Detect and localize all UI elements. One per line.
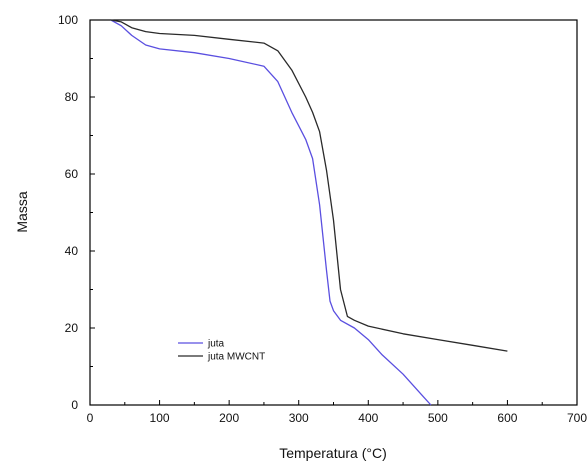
x-tick-label: 100 xyxy=(150,411,170,425)
x-tick-label: 500 xyxy=(428,411,448,425)
x-tick-label: 700 xyxy=(567,411,587,425)
x-tick-label: 0 xyxy=(87,411,94,425)
y-tick-label: 0 xyxy=(71,398,78,412)
legend: juta juta MWCNT xyxy=(178,339,265,363)
x-tick-label: 200 xyxy=(219,411,239,425)
x-tick-label: 300 xyxy=(289,411,309,425)
plot-frame xyxy=(89,19,578,406)
legend-label-juta-mwcnt: juta MWCNT xyxy=(207,352,265,363)
x-tick-label: 400 xyxy=(358,411,378,425)
x-axis-title: Temperatura (°C) xyxy=(279,445,387,461)
y-tick-label: 80 xyxy=(65,90,79,104)
series-lines xyxy=(110,19,508,406)
y-axis-ticks: 0 20 40 60 80 100 xyxy=(58,13,95,412)
x-tick-label: 600 xyxy=(497,411,517,425)
y-tick-label: 100 xyxy=(58,13,78,27)
y-tick-label: 60 xyxy=(65,167,79,181)
legend-label-juta: juta xyxy=(207,339,225,350)
x-axis-ticks: 0 100 200 300 400 500 600 700 xyxy=(87,400,587,425)
series-line-juta-mwcnt xyxy=(110,19,508,352)
y-tick-label: 40 xyxy=(65,244,79,258)
y-axis-title: Massa xyxy=(14,191,30,232)
y-tick-label: 20 xyxy=(65,321,79,335)
series-line-juta xyxy=(110,19,432,406)
